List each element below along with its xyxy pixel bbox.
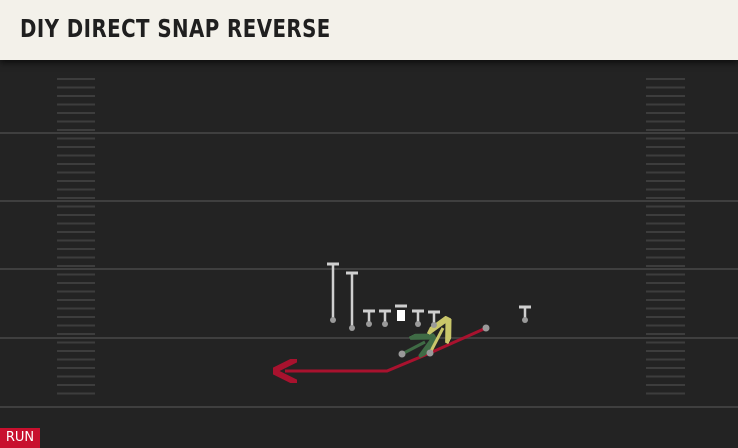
title-bar: DIY DIRECT SNAP REVERSE [0,0,738,60]
player-dot [431,322,437,328]
player-dot [366,321,372,327]
title: DIY DIRECT SNAP REVERSE [20,14,331,43]
route-start [482,324,490,332]
player-dot [522,317,528,323]
route-motion [401,342,425,354]
route-reverse [285,326,487,371]
center [397,310,405,321]
player-dot [415,321,421,327]
hash-marks [57,78,685,395]
route-start [426,349,434,357]
route-snap [430,328,443,354]
player-dot [349,325,355,331]
player-dot [382,321,388,327]
route-start [398,350,406,358]
player-dot [330,317,336,323]
players [327,262,531,358]
yard-lines [0,132,738,408]
play-type-tag: RUN [0,428,40,448]
